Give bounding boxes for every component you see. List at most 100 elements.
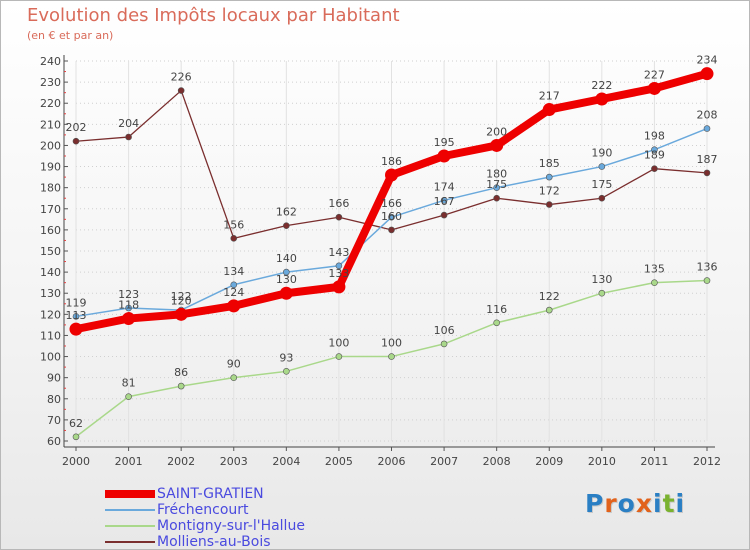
data-point [493,319,500,327]
data-label: 162 [276,206,297,219]
x-tick-label: 2007 [430,455,458,468]
data-label: 93 [279,351,293,364]
data-point [493,194,500,202]
data-label: 116 [486,303,507,316]
data-point [700,67,714,81]
data-point [651,146,658,153]
data-label: 118 [118,299,139,312]
data-label: 130 [276,273,297,286]
legend-label: Montigny-sur-l'Hallue [157,518,305,534]
data-point [440,197,448,204]
data-point [647,81,661,95]
data-label: 166 [381,197,402,210]
data-point [283,222,290,229]
chart-title: Evolution des Impôts locaux par Habitant [27,5,400,26]
y-tick-label: 90 [47,372,61,385]
data-point [72,433,80,441]
data-label: 222 [591,79,612,92]
data-label: 113 [66,309,87,322]
data-label: 124 [223,286,244,299]
data-label: 234 [697,54,718,67]
data-label: 133 [328,267,349,280]
data-point [335,262,343,270]
data-point [703,125,711,132]
data-label: 122 [171,290,192,303]
y-tick-label: 130 [40,287,61,300]
y-tick-label: 80 [47,393,61,406]
data-point [598,194,606,202]
data-point [651,279,658,286]
logo-letter: P [585,489,605,518]
logo-letter: i [653,489,663,518]
x-tick-label: 2012 [693,455,721,468]
data-label: 204 [118,117,139,130]
data-point [122,312,136,326]
data-label: 174 [434,180,455,193]
data-point [703,277,711,284]
data-point [388,226,395,234]
y-tick-label: 70 [47,414,61,427]
legend-label: SAINT-GRATIEN [157,486,264,502]
data-label: 135 [644,263,665,276]
data-point [542,103,556,117]
data-point [227,299,241,313]
data-point [283,368,290,375]
data-label: 100 [381,337,402,350]
legend-swatch [105,490,155,498]
y-tick-label: 210 [40,118,61,131]
data-point [125,393,132,400]
data-label: 198 [644,130,665,143]
y-tick-label: 60 [47,435,61,448]
data-label: 185 [539,157,560,170]
y-tick-label: 110 [40,329,61,342]
data-label: 202 [66,121,87,134]
data-label: 227 [644,68,665,81]
data-point [335,353,343,360]
y-tick-label: 220 [40,97,61,110]
legend-swatch [105,541,155,543]
logo-letter: o [617,489,636,518]
x-tick-label: 2008 [483,455,511,468]
data-label: 175 [486,178,507,191]
data-point [437,149,451,163]
data-point [651,165,658,172]
y-tick-label: 100 [40,351,61,364]
data-label: 106 [434,324,455,337]
legend-swatch [105,509,155,511]
data-point [230,374,238,381]
data-label: 160 [381,210,402,223]
data-point [595,92,609,106]
data-label: 119 [66,296,87,309]
data-label: 175 [591,178,612,191]
data-label: 167 [434,195,455,208]
x-tick-label: 2009 [535,455,563,468]
data-point [388,213,395,221]
data-point [72,313,80,320]
data-label: 143 [328,246,349,259]
data-point [69,322,83,336]
data-point [490,138,504,152]
data-label: 86 [174,366,188,379]
data-point [493,184,500,191]
data-label: 180 [486,168,507,181]
data-point [72,137,80,145]
data-point [545,201,553,208]
data-point [125,304,132,312]
data-label: 62 [69,417,83,430]
y-tick-label: 240 [40,55,61,68]
data-label: 217 [539,90,560,103]
data-point [598,289,606,297]
data-point [703,169,711,177]
data-point [598,163,606,170]
y-tick-label: 140 [40,266,61,279]
data-label: 100 [328,337,349,350]
data-point [174,307,188,321]
proxiti-logo: Proxiti [585,489,685,518]
x-tick-label: 2000 [62,455,90,468]
x-tick-label: 2004 [272,455,300,468]
data-point [440,211,448,219]
data-point [545,306,553,314]
y-tick-label: 170 [40,203,61,216]
